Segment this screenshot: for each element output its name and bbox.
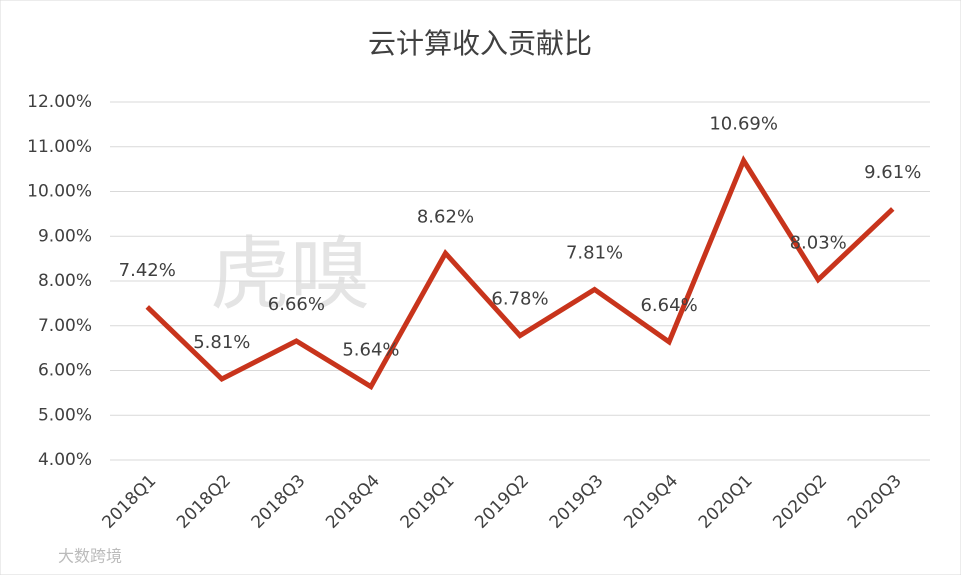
y-tick-label: 10.00% <box>27 182 92 202</box>
data-label: 6.66% <box>268 294 325 315</box>
data-label: 8.62% <box>417 206 474 227</box>
watermark: 虎嗅 <box>210 228 370 321</box>
y-tick-label: 7.00% <box>38 316 92 336</box>
y-tick-label: 9.00% <box>38 226 92 246</box>
chart-title: 云计算收入贡献比 <box>368 27 592 60</box>
data-label: 5.81% <box>193 332 250 353</box>
y-tick-label: 5.00% <box>38 405 92 425</box>
data-label: 7.42% <box>119 260 176 281</box>
y-tick-label: 6.00% <box>38 361 92 381</box>
data-label: 9.61% <box>864 162 921 183</box>
y-tick-label: 8.00% <box>38 271 92 291</box>
y-tick-label: 11.00% <box>27 137 92 157</box>
data-label: 8.03% <box>790 233 847 254</box>
y-tick-label: 12.00% <box>27 92 92 112</box>
y-tick-label: 4.00% <box>38 450 92 470</box>
data-line <box>145 155 895 391</box>
data-label: 5.64% <box>342 340 399 361</box>
data-label: 7.81% <box>566 243 623 264</box>
data-label: 6.64% <box>640 295 697 316</box>
data-label: 10.69% <box>709 114 778 135</box>
data-label: 6.78% <box>491 289 548 310</box>
watermark: 大数跨境 <box>58 547 122 566</box>
